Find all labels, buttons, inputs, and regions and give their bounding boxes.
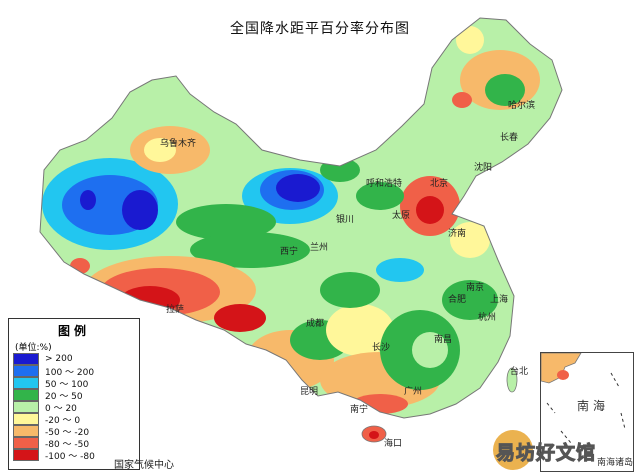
legend-swatch: [13, 377, 39, 389]
city-shanghai: 上海: [490, 295, 509, 305]
legend: 图例 (单位:%) > 200 100 ～ 200 50 ～ 100 20 ～ 50 0…: [8, 318, 140, 470]
credit-text: 国家气候中心: [114, 460, 174, 471]
inset-islands-label: 南海诸岛: [597, 458, 634, 468]
legend-item: -20 ～ 0: [13, 413, 139, 426]
legend-swatch: [13, 389, 39, 401]
city-shenyang: 沈阳: [474, 163, 493, 173]
legend-swatch: [13, 401, 39, 413]
city-kunming: 昆明: [300, 387, 319, 397]
legend-item: -50 ～ -20: [13, 425, 139, 438]
legend-item: 20 ～ 50: [13, 389, 139, 402]
south-china-sea-inset: 南海 南海诸岛: [540, 352, 634, 472]
legend-item: > 200: [13, 353, 139, 365]
city-yinchuan: 银川: [336, 215, 355, 225]
city-chengdu: 成都: [306, 319, 325, 329]
city-nanning: 南宁: [350, 405, 369, 415]
watermark-text: 易坊好文馆: [495, 442, 597, 465]
legend-swatch: [13, 449, 39, 461]
city-hefei: 合肥: [448, 295, 467, 305]
city-taiyuan: 太原: [392, 211, 411, 221]
legend-label: 0 ～ 20: [45, 403, 77, 414]
legend-item: -100 ～ -80: [13, 449, 139, 462]
city-harbin: 哈尔滨: [508, 101, 536, 111]
city-haikou: 海口: [384, 439, 403, 449]
legend-item: 50 ～ 100: [13, 377, 139, 390]
legend-item: -80 ～ -50: [13, 437, 139, 450]
city-hohhot: 呼和浩特: [366, 179, 403, 189]
legend-label: > 200: [45, 354, 73, 364]
city-lanzhou: 兰州: [310, 243, 329, 253]
legend-item: 100 ～ 200: [13, 365, 139, 378]
city-lhasa: 拉萨: [166, 305, 185, 315]
map-title: 全国降水距平百分率分布图: [230, 21, 410, 37]
legend-label: -80 ～ -50: [45, 439, 90, 450]
taiwan-island: [506, 367, 518, 393]
legend-label: -20 ～ 0: [45, 415, 81, 426]
city-changsha: 长沙: [372, 343, 391, 353]
city-taipei: 台北: [510, 367, 529, 377]
city-nanjing: 南京: [466, 283, 485, 293]
legend-label: 100 ～ 200: [45, 367, 95, 378]
legend-unit: (单位:%): [15, 343, 52, 353]
legend-swatch: [13, 437, 39, 449]
legend-item: 0 ～ 20: [13, 401, 139, 414]
legend-label: 20 ～ 50: [45, 391, 83, 402]
legend-swatch: [13, 425, 39, 437]
city-xining: 西宁: [280, 247, 299, 257]
legend-rows: > 200 100 ～ 200 50 ～ 100 20 ～ 50 0 ～ 20 -20 ～…: [9, 353, 139, 462]
legend-swatch: [13, 353, 39, 365]
legend-title: 图例: [57, 324, 90, 338]
city-changchun: 长春: [500, 133, 519, 143]
legend-label: 50 ～ 100: [45, 379, 89, 390]
watermark-logo: [493, 430, 533, 470]
city-nanchang: 南昌: [434, 335, 453, 345]
city-hangzhou: 杭州: [478, 313, 497, 323]
inset-map: [540, 352, 626, 444]
legend-label: -100 ～ -80: [45, 451, 95, 462]
city-guangzhou: 广州: [404, 387, 423, 397]
legend-swatch: [13, 413, 39, 425]
inset-sea-label: 南海: [577, 399, 610, 413]
city-jinan: 济南: [448, 229, 467, 239]
legend-swatch: [13, 365, 39, 377]
city-beijing: 北京: [430, 179, 449, 189]
legend-label: -50 ～ -20: [45, 427, 90, 438]
city-urumqi: 乌鲁木齐: [160, 139, 197, 149]
